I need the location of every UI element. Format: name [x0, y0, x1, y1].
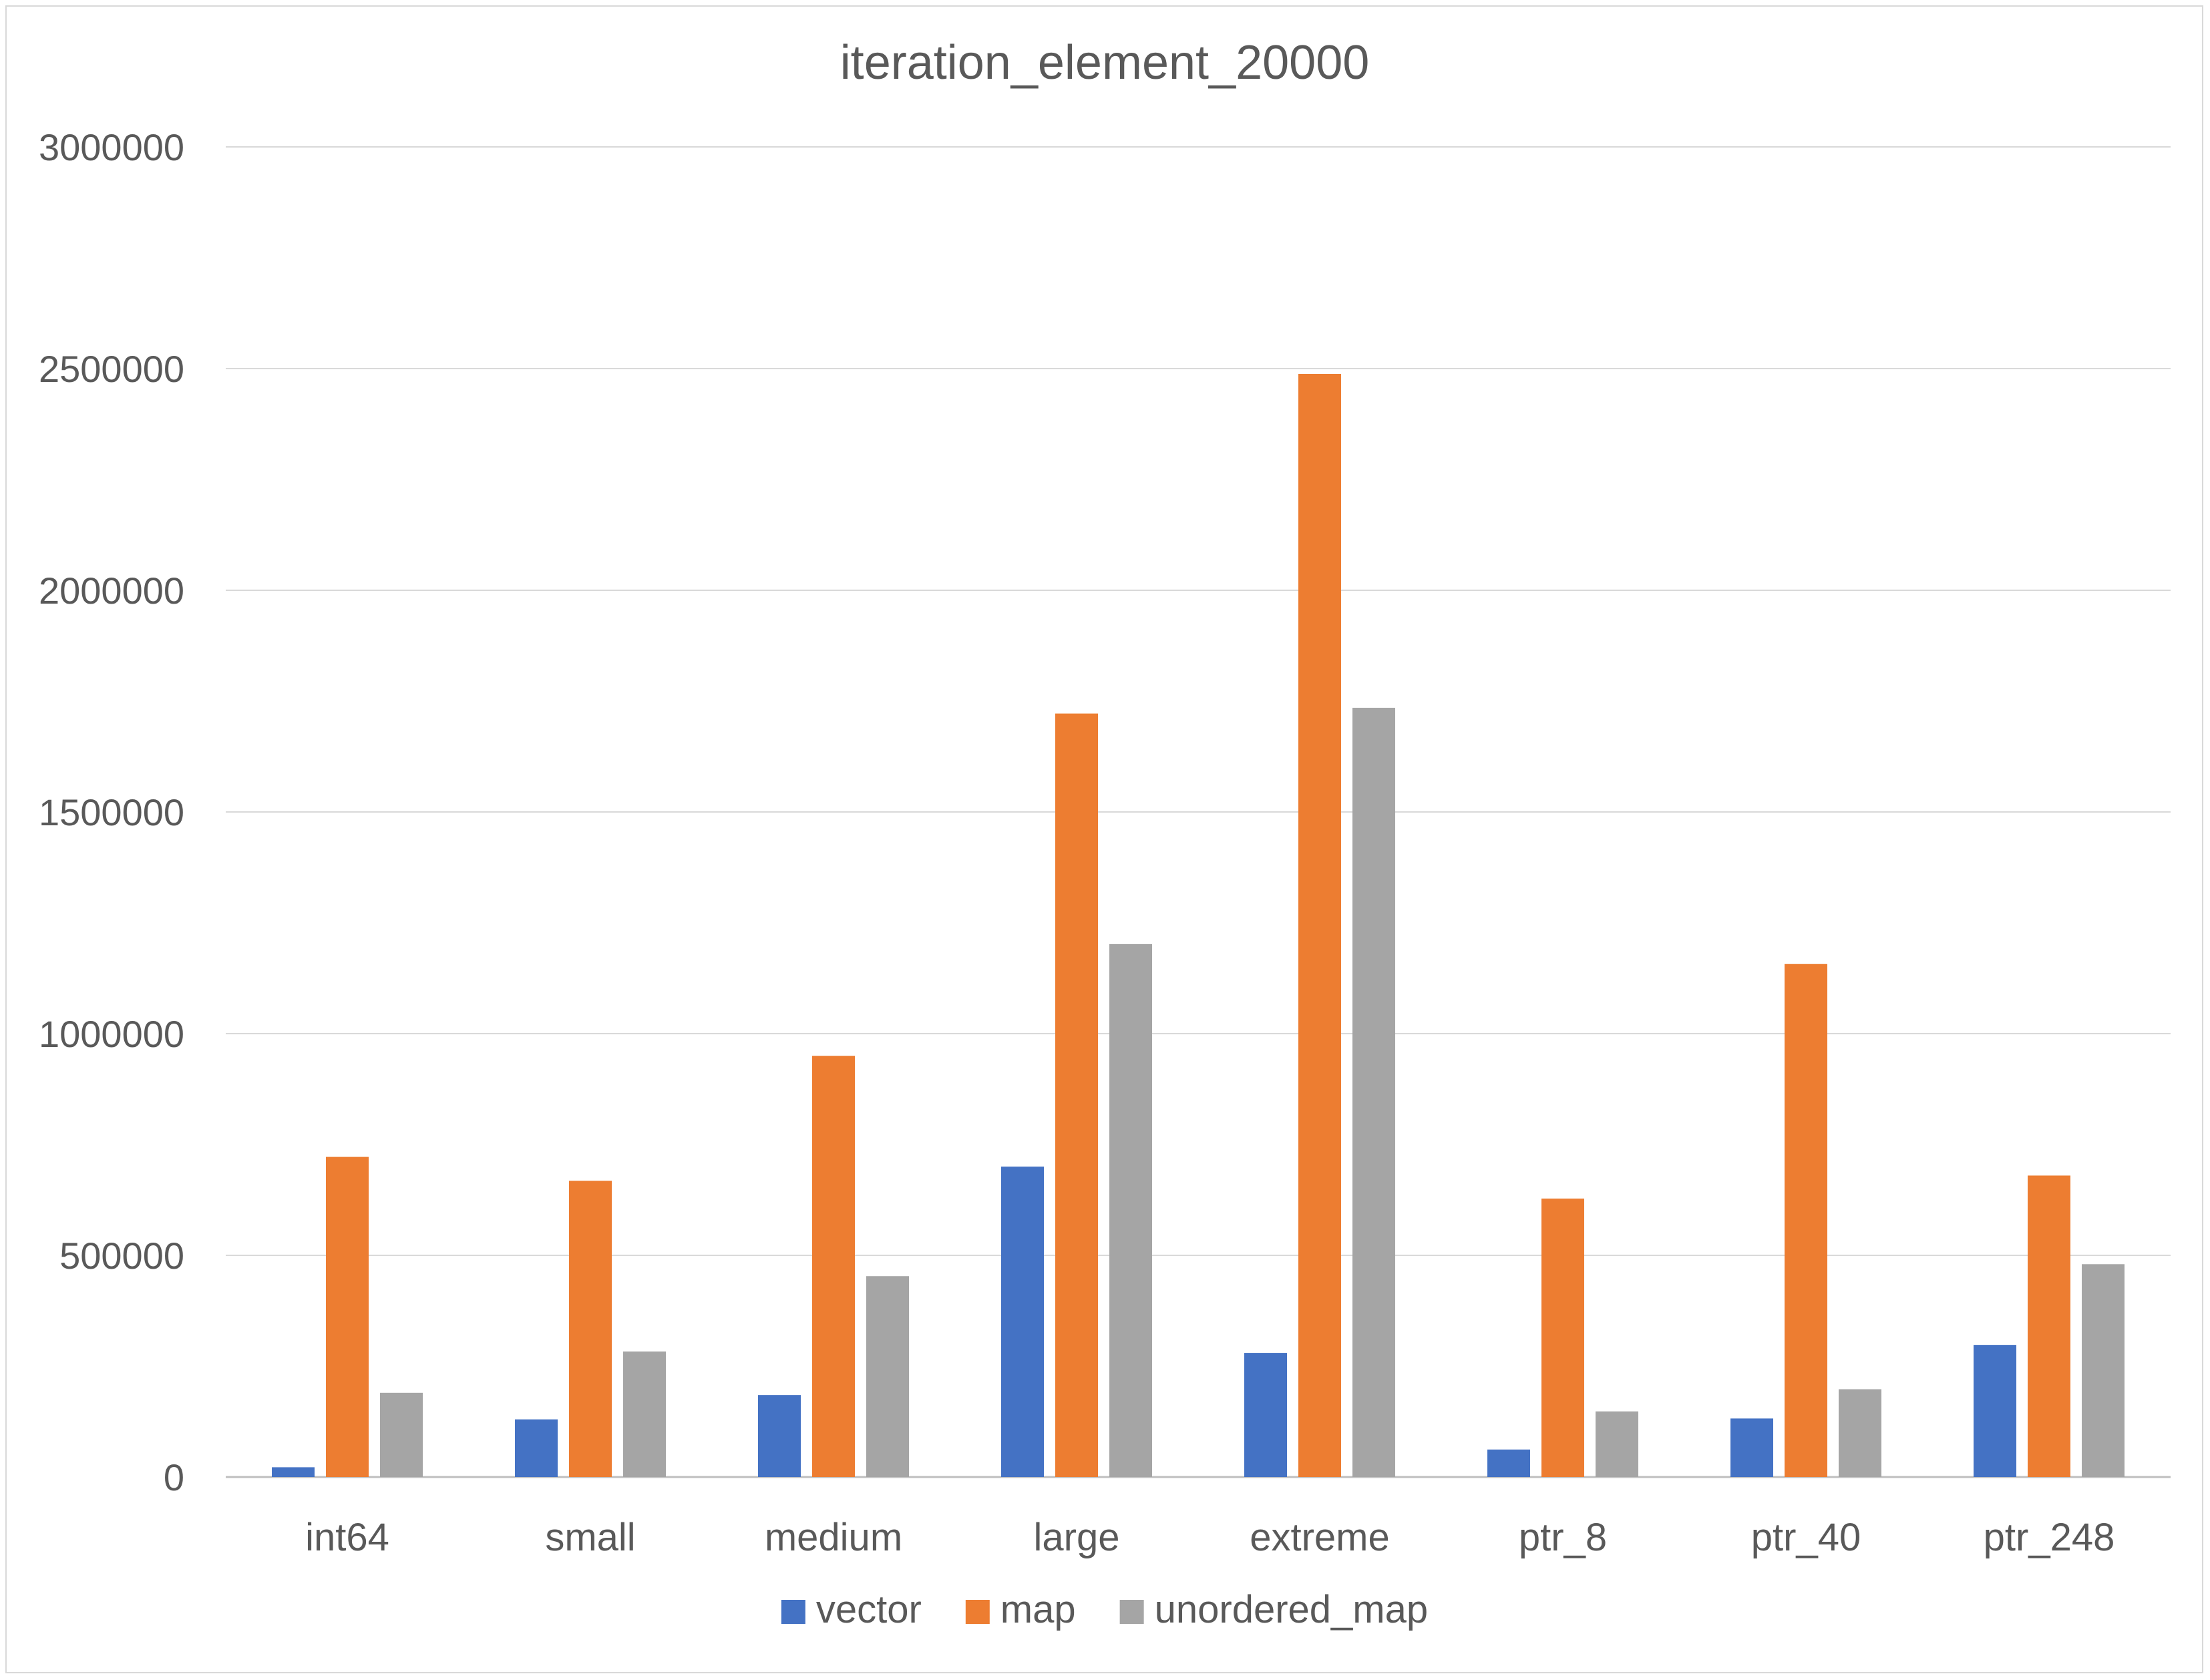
x-tick-label: small	[545, 1516, 635, 1559]
bar-map-large	[1055, 713, 1098, 1477]
x-tick-label: extreme	[1250, 1516, 1390, 1559]
y-tick-label: 2500000	[39, 348, 184, 390]
legend-label-vector: vector	[816, 1588, 922, 1631]
legend-swatch-unordered-map	[1119, 1600, 1144, 1624]
legend-label-map: map	[1000, 1588, 1076, 1631]
bar-map-small	[569, 1181, 612, 1477]
bar-vector-ptr-8	[1487, 1449, 1530, 1477]
bar-vector-small	[515, 1419, 558, 1477]
chart-frame	[5, 5, 2203, 1673]
gridlines	[226, 146, 2171, 1478]
bar-vector-int64	[272, 1467, 315, 1477]
bar-map-ptr-40	[1785, 964, 1827, 1477]
legend: vector map unordered_map	[781, 1588, 1428, 1631]
legend-label-unordered-map: unordered_map	[1155, 1588, 1429, 1631]
bar-vector-ptr-248	[1974, 1345, 2016, 1477]
bar-unordered-map-small	[623, 1351, 666, 1477]
bar-map-ptr-248	[2028, 1175, 2070, 1477]
bar-vector-ptr-40	[1730, 1418, 1773, 1477]
chart-title: iteration_element_20000	[840, 36, 1370, 89]
bar-unordered-map-ptr-8	[1596, 1411, 1638, 1477]
x-tick-label: large	[1034, 1516, 1120, 1559]
legend-swatch-map	[965, 1600, 990, 1624]
bar-vector-medium	[758, 1395, 801, 1477]
bar-map-extreme	[1298, 373, 1341, 1477]
legend-swatch-vector	[781, 1600, 805, 1624]
y-axis-labels: 0 500000 1000000 1500000 2000000 2500000 30000…	[39, 126, 184, 1498]
x-tick-label: ptr_8	[1519, 1516, 1607, 1559]
x-tick-label: medium	[765, 1516, 902, 1559]
bar-series-group	[272, 373, 2125, 1477]
bar-unordered-map-medium	[866, 1276, 909, 1477]
bar-unordered-map-extreme	[1352, 707, 1395, 1477]
bar-map-ptr-8	[1541, 1199, 1584, 1477]
y-tick-label: 3000000	[39, 126, 184, 168]
x-tick-label: int64	[305, 1516, 389, 1559]
bar-vector-extreme	[1244, 1353, 1287, 1477]
x-tick-label: ptr_248	[1984, 1516, 2115, 1559]
bar-map-medium	[812, 1056, 855, 1477]
x-axis-labels: int64 small medium large extreme ptr_8 ptr_40 p…	[305, 1516, 2114, 1559]
y-tick-label: 0	[164, 1456, 184, 1498]
bar-unordered-map-large	[1109, 943, 1152, 1477]
x-tick-label: ptr_40	[1751, 1516, 1861, 1559]
y-tick-label: 500000	[59, 1235, 184, 1277]
y-tick-label: 1000000	[39, 1013, 184, 1055]
bar-unordered-map-ptr-40	[1839, 1389, 1881, 1477]
y-tick-label: 1500000	[39, 791, 184, 833]
bar-map-int64	[326, 1157, 369, 1477]
bar-unordered-map-int64	[380, 1392, 423, 1477]
bar-unordered-map-ptr-248	[2082, 1264, 2125, 1477]
bar-vector-large	[1001, 1167, 1044, 1477]
y-tick-label: 2000000	[39, 570, 184, 612]
